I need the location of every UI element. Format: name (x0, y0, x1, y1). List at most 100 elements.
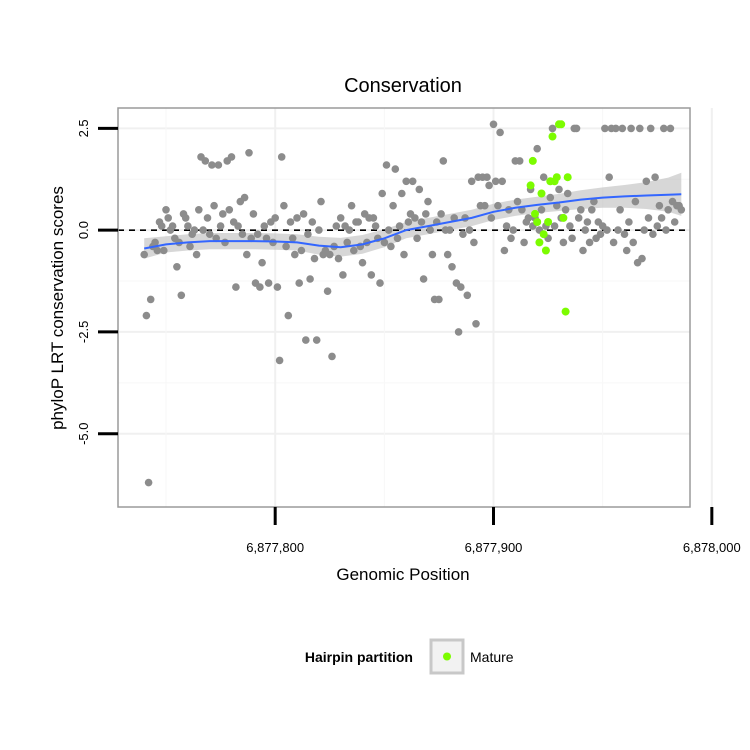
data-point (299, 210, 308, 218)
data-point (258, 258, 266, 267)
data-point (240, 193, 249, 202)
data-point (262, 234, 271, 243)
data-point (181, 214, 190, 222)
data-point (616, 206, 624, 214)
data-point (660, 124, 668, 133)
data-point (376, 279, 384, 287)
data-point (426, 226, 435, 234)
data-point (627, 124, 635, 133)
data-point (515, 157, 524, 165)
data-point (260, 222, 269, 230)
chart-title: Conservation (344, 75, 462, 97)
plot-panel (118, 108, 690, 507)
data-point (227, 153, 236, 161)
data-point (437, 210, 445, 218)
data-point (144, 478, 153, 487)
data-point (577, 206, 585, 214)
data-point (264, 279, 273, 287)
data-point (256, 283, 264, 291)
background-points (140, 120, 686, 487)
data-point (487, 214, 496, 222)
data-point (295, 279, 304, 287)
data-point (638, 254, 646, 263)
data-point (443, 250, 452, 259)
data-point (677, 206, 686, 214)
data-point (350, 246, 358, 255)
data-point (448, 263, 456, 271)
data-point (157, 222, 166, 230)
data-point (391, 165, 400, 173)
data-point (238, 230, 247, 238)
data-point (555, 185, 563, 194)
data-point-mature (544, 218, 553, 226)
data-point (336, 214, 345, 222)
data-point-mature (561, 307, 570, 316)
data-point (649, 230, 657, 238)
data-point (253, 230, 262, 238)
data-point-mature (548, 132, 557, 141)
data-point (563, 189, 572, 198)
x-tick-label: 6,878,000 (683, 540, 741, 555)
data-point (312, 336, 321, 344)
data-point (393, 234, 402, 243)
data-point-mature (531, 209, 539, 218)
data-point (275, 356, 284, 365)
data-point (177, 291, 186, 300)
data-point (219, 210, 227, 218)
data-point (280, 201, 288, 210)
data-point-mature (535, 238, 544, 247)
data-point (384, 226, 393, 234)
data-point (561, 206, 570, 214)
data-point (291, 250, 299, 259)
data-point (378, 189, 387, 198)
data-point (465, 226, 474, 234)
data-point (284, 311, 293, 320)
data-point (644, 214, 653, 222)
legend-key-mature (443, 652, 451, 661)
y-tick-label: 0.0 (76, 221, 91, 239)
data-point (332, 222, 341, 230)
data-point (439, 157, 448, 165)
data-point (146, 295, 155, 304)
data-point (520, 238, 528, 247)
data-point (548, 124, 557, 133)
data-point (358, 258, 367, 267)
data-point (629, 238, 637, 247)
data-point (369, 214, 378, 222)
data-point (620, 230, 629, 238)
data-point (306, 275, 314, 283)
data-point (498, 177, 507, 186)
y-axis-label: phyloP LRT conservation scores (48, 186, 67, 430)
data-point (605, 173, 613, 181)
data-point (164, 214, 172, 222)
mature-points (526, 120, 572, 316)
data-point (160, 246, 168, 255)
data-point (472, 320, 480, 328)
data-point (422, 210, 430, 218)
data-point (494, 201, 502, 210)
data-point (297, 246, 306, 255)
data-point (367, 271, 376, 279)
data-point (245, 149, 253, 157)
data-point (225, 206, 234, 214)
data-point (585, 238, 594, 247)
data-point (485, 181, 493, 190)
data-point (450, 214, 459, 222)
smooth-line (144, 193, 682, 250)
data-point (308, 218, 317, 226)
data-point (140, 250, 148, 259)
y-tick-label: 2.5 (76, 119, 91, 137)
data-point (612, 124, 620, 133)
data-point (651, 173, 659, 181)
data-point (328, 352, 336, 361)
data-point (640, 226, 648, 234)
data-point-mature (559, 213, 568, 222)
data-point (572, 124, 581, 133)
data-point-mature (526, 181, 535, 190)
plot-border (117, 107, 691, 508)
data-point (459, 230, 467, 238)
data-point (636, 124, 644, 133)
data-point (190, 226, 199, 234)
data-point-mature (537, 189, 546, 198)
data-point (590, 197, 598, 206)
